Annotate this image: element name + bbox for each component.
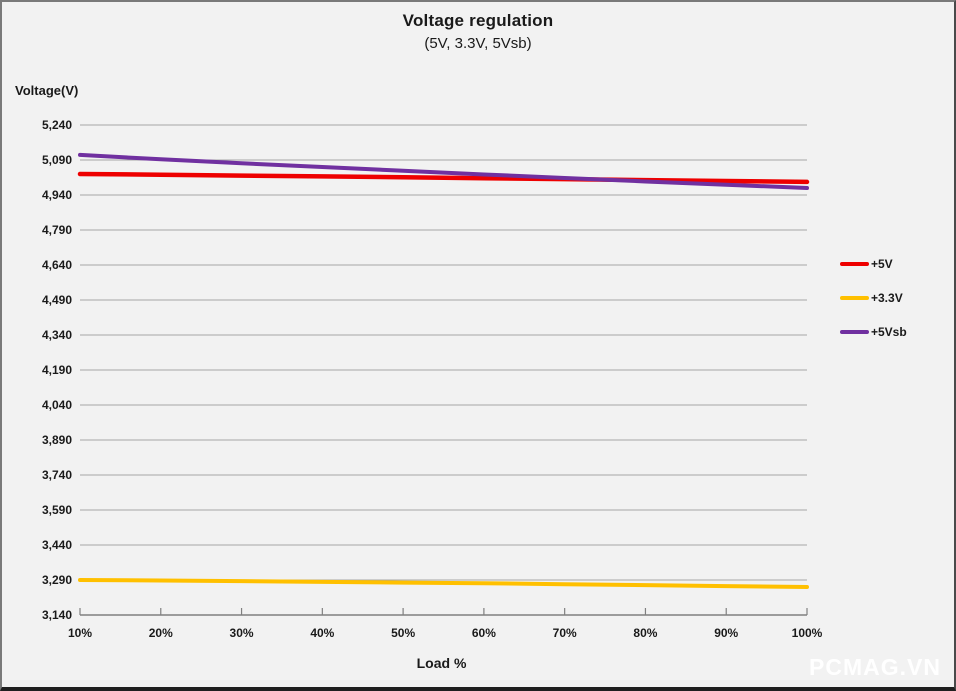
x-tick-label: 80%	[633, 626, 657, 640]
legend: +5V +3.3V +5Vsb	[840, 254, 907, 356]
series-line-33v	[78, 578, 809, 589]
legend-swatch-5vsb	[840, 330, 869, 334]
x-tick-label: 20%	[149, 626, 173, 640]
legend-label-3v3: +3.3V	[871, 291, 903, 305]
y-tick-label: 4,190	[42, 363, 72, 377]
x-axis-title: Load %	[416, 655, 467, 671]
y-tick-label: 3,590	[42, 503, 72, 517]
y-tick-label: 3,140	[42, 608, 72, 622]
legend-item-3v3: +3.3V	[840, 288, 907, 308]
y-tick-label: 3,740	[42, 468, 72, 482]
y-tick-label: 3,890	[42, 433, 72, 447]
y-tick-label: 4,340	[42, 328, 72, 342]
y-tick-label: 4,490	[42, 293, 72, 307]
series-line-5v	[77, 171, 810, 185]
chart-title: Voltage regulation	[402, 11, 554, 30]
y-tick-label: 4,940	[42, 188, 72, 202]
legend-label-5v: +5V	[871, 257, 893, 271]
x-tick-label: 70%	[553, 626, 577, 640]
x-tick-label: 30%	[230, 626, 254, 640]
chart-subtitle: (5V, 3.3V, 5Vsb)	[424, 35, 532, 52]
watermark: PCMAG.VN	[809, 654, 941, 680]
x-tick-label: 50%	[391, 626, 415, 640]
legend-item-5v: +5V	[840, 254, 907, 274]
y-tick-label: 5,090	[42, 153, 72, 167]
y-tick-label: 4,040	[42, 398, 72, 412]
x-tick-label: 100%	[792, 626, 823, 640]
legend-item-5vsb: +5Vsb	[840, 322, 907, 342]
y-tick-label: 5,240	[42, 118, 72, 132]
y-axis-title: Voltage(V)	[15, 83, 79, 98]
x-tick-label: 60%	[472, 626, 496, 640]
x-tick-label: 10%	[68, 626, 92, 640]
x-tick-label: 40%	[310, 626, 334, 640]
y-tick-label: 3,440	[42, 538, 72, 552]
series-line-5vsb	[78, 152, 809, 190]
y-tick-label: 4,790	[42, 223, 72, 237]
x-tick-label: 90%	[714, 626, 738, 640]
legend-swatch-5v	[840, 262, 869, 266]
legend-swatch-3v3	[840, 296, 869, 300]
legend-label-5vsb: +5Vsb	[871, 325, 907, 339]
y-tick-label: 3,290	[42, 573, 72, 587]
y-tick-label: 4,640	[42, 258, 72, 272]
